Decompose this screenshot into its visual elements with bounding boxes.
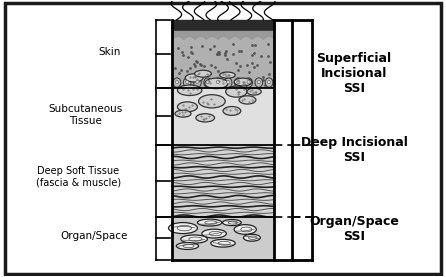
Ellipse shape [245, 78, 252, 87]
Ellipse shape [175, 80, 178, 84]
Ellipse shape [194, 70, 211, 77]
Ellipse shape [255, 78, 263, 87]
Ellipse shape [173, 78, 181, 87]
Ellipse shape [196, 114, 215, 122]
Ellipse shape [175, 110, 191, 117]
Ellipse shape [234, 78, 252, 86]
Ellipse shape [214, 78, 222, 87]
Ellipse shape [176, 243, 198, 249]
Ellipse shape [196, 80, 199, 84]
Ellipse shape [198, 95, 225, 108]
Bar [172, 20, 274, 88]
Ellipse shape [234, 225, 256, 234]
Ellipse shape [239, 96, 256, 104]
Ellipse shape [169, 222, 198, 234]
Ellipse shape [194, 78, 201, 87]
Ellipse shape [265, 78, 273, 87]
Ellipse shape [220, 72, 235, 78]
Ellipse shape [185, 74, 203, 82]
Ellipse shape [186, 80, 189, 84]
Ellipse shape [268, 80, 271, 84]
Text: Deep Soft Tissue
(fascia & muscle): Deep Soft Tissue (fascia & muscle) [36, 166, 121, 188]
Text: Organ/Space: Organ/Space [60, 231, 128, 241]
Text: Organ/Space
SSI: Organ/Space SSI [309, 216, 399, 243]
Ellipse shape [224, 78, 232, 87]
Ellipse shape [247, 88, 261, 95]
Bar [172, 88, 274, 145]
Bar [172, 145, 274, 217]
Ellipse shape [223, 107, 241, 115]
Ellipse shape [205, 78, 228, 89]
Bar [172, 217, 274, 260]
Ellipse shape [216, 80, 219, 84]
Ellipse shape [202, 229, 226, 238]
Ellipse shape [183, 78, 191, 87]
Ellipse shape [198, 219, 222, 226]
Ellipse shape [237, 80, 240, 84]
Bar [172, 217, 274, 260]
Ellipse shape [211, 239, 235, 247]
Ellipse shape [204, 78, 211, 87]
Text: Subcutaneous
Tissue: Subcutaneous Tissue [48, 104, 122, 126]
Ellipse shape [223, 220, 241, 225]
Text: Superficial
Incisional
SSI: Superficial Incisional SSI [317, 52, 392, 95]
Ellipse shape [226, 86, 247, 97]
Text: Deep Incisional
SSI: Deep Incisional SSI [301, 135, 408, 163]
Ellipse shape [178, 85, 202, 96]
Ellipse shape [178, 102, 198, 112]
Ellipse shape [235, 78, 242, 87]
Ellipse shape [206, 80, 209, 84]
Text: Skin: Skin [99, 47, 121, 57]
Ellipse shape [247, 80, 250, 84]
Ellipse shape [181, 235, 207, 243]
Ellipse shape [257, 80, 260, 84]
Ellipse shape [244, 234, 260, 241]
Ellipse shape [227, 80, 230, 84]
